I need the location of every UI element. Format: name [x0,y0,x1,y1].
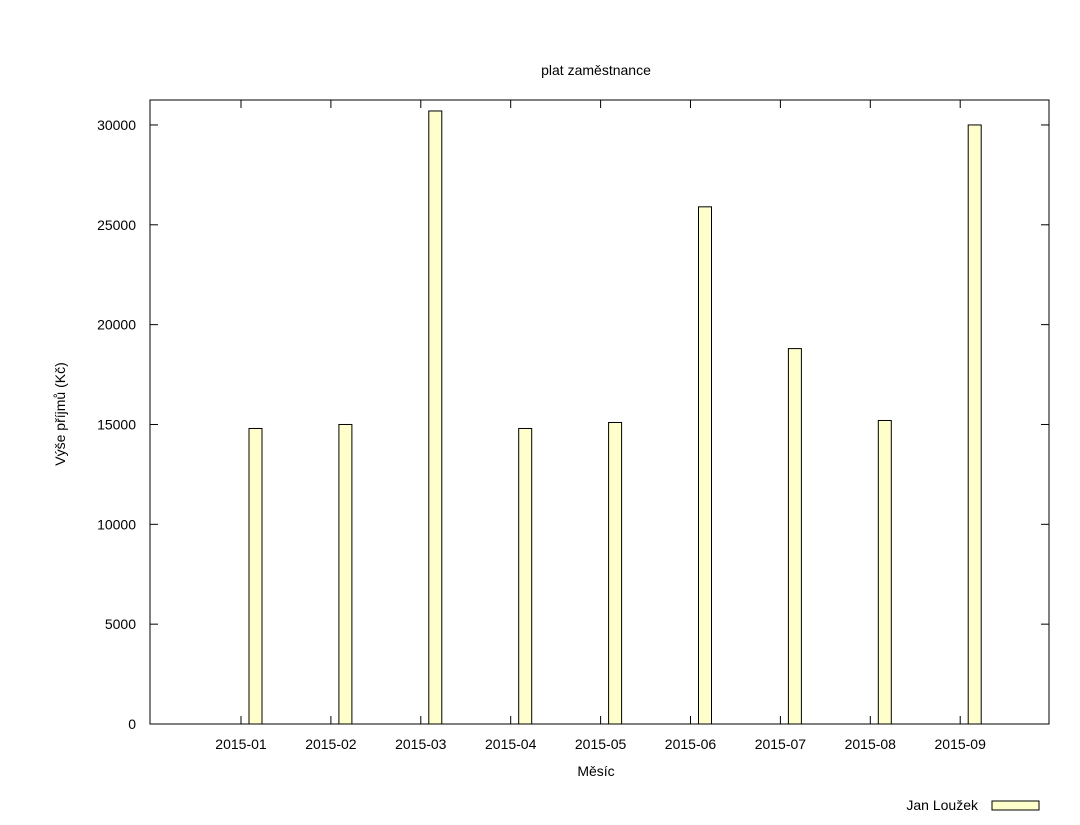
y-axis-label: Výše příjmů (Kč) [52,362,68,465]
y-axis: 0 5000 10000 15000 20000 25000 30000 [97,117,1049,732]
bar [967,124,982,725]
y-tick-label: 25000 [97,217,136,233]
x-axis: 2015-01 2015-02 2015-03 2015-04 2015-05 2015-… [215,100,986,752]
x-tick-label: 2015-07 [755,736,807,752]
x-tick-label: 2015-01 [215,736,267,752]
y-tick-label: 0 [128,716,136,732]
bar [338,423,353,725]
bar [698,206,712,725]
y-tick-label: 30000 [97,117,136,133]
bar [608,421,623,725]
x-tick-label: 2015-03 [395,736,447,752]
bar [877,419,892,725]
y-tick-label: 10000 [97,516,136,532]
bar [787,348,802,725]
bar-series [248,110,982,725]
legend: Jan Loužek [906,797,1040,813]
x-tick-label: 2015-02 [305,736,357,752]
bar [518,427,533,725]
x-tick-label: 2015-04 [485,736,537,752]
x-tick-label: 2015-09 [935,736,987,752]
bar [428,110,443,725]
legend-label: Jan Loužek [906,797,979,813]
x-axis-label: Měsíc [577,763,614,779]
y-tick-label: 20000 [97,317,136,333]
plot-area [149,99,1050,725]
y-tick-label: 15000 [97,416,136,432]
chart-title: plat zaměstnance [541,62,651,78]
bar [248,427,263,725]
y-tick-label: 5000 [105,616,136,632]
x-tick-label: 2015-05 [575,736,627,752]
x-tick-label: 2015-06 [665,736,717,752]
plot-frame [149,99,1050,725]
x-tick-label: 2015-08 [845,736,897,752]
legend-swatch [991,800,1040,811]
